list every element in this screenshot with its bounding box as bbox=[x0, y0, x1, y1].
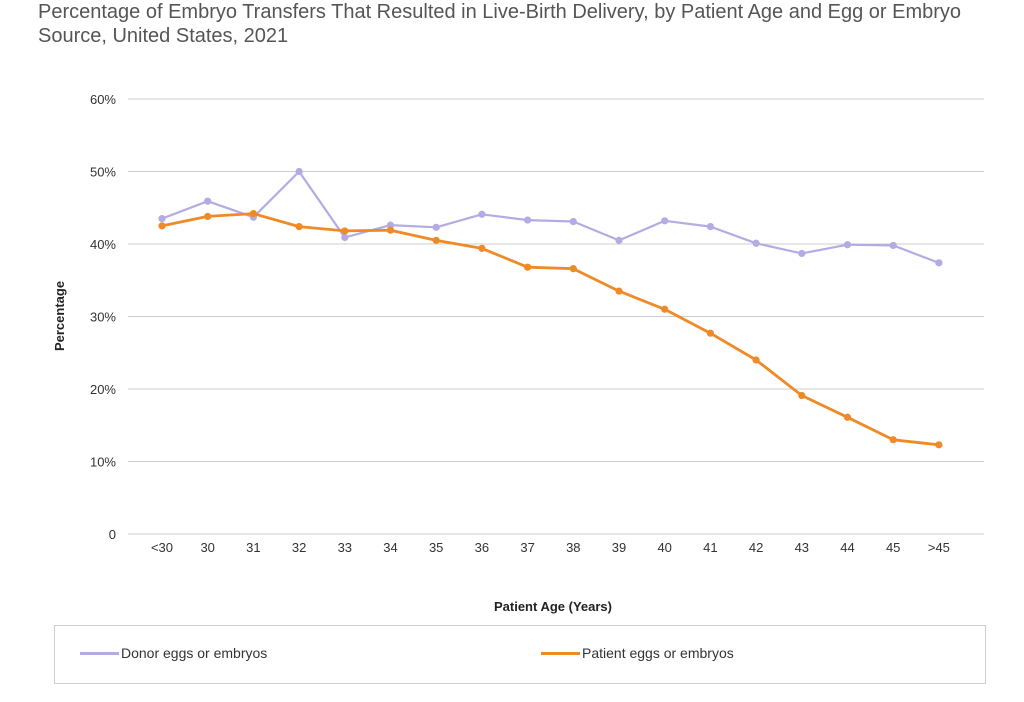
data-point-donor bbox=[889, 241, 897, 250]
x-tick-label: 31 bbox=[246, 540, 260, 555]
data-point-patient bbox=[204, 212, 212, 221]
data-point-patient bbox=[661, 305, 669, 313]
x-tick-label: 33 bbox=[338, 540, 352, 555]
legend-label-patient: Patient eggs or embryos bbox=[582, 645, 734, 661]
x-tick-label: 38 bbox=[566, 540, 580, 555]
data-point-patient bbox=[569, 265, 577, 273]
x-axis: <30 30 31 32 33 34 35 36 37 38 39 40 41 42 43 44 45 >45 bbox=[151, 540, 950, 555]
data-point-patient bbox=[158, 222, 166, 230]
legend-swatch-patient bbox=[541, 652, 580, 655]
x-tick-label: 41 bbox=[703, 540, 717, 555]
x-tick-label: 30 bbox=[200, 540, 214, 555]
x-tick-label: 40 bbox=[657, 540, 671, 555]
y-tick-label: 50% bbox=[90, 165, 116, 180]
y-tick-label: 30% bbox=[90, 310, 116, 325]
x-tick-label: 36 bbox=[475, 540, 489, 555]
series-line-patient bbox=[161, 212, 940, 447]
x-tick-label: 34 bbox=[383, 540, 397, 555]
legend-label-donor: Donor eggs or embryos bbox=[121, 645, 268, 661]
data-point-patient bbox=[935, 441, 943, 449]
data-point-donor bbox=[524, 216, 532, 224]
data-point-patient bbox=[295, 223, 303, 231]
x-tick-label: 44 bbox=[840, 540, 854, 555]
data-point-donor bbox=[752, 239, 760, 247]
y-tick-label: 40% bbox=[90, 237, 116, 252]
x-tick-label: <30 bbox=[151, 540, 173, 555]
data-point-donor bbox=[935, 259, 943, 267]
x-tick-label: >45 bbox=[928, 540, 950, 555]
y-tick-label: 10% bbox=[90, 455, 116, 470]
y-tick-label: 20% bbox=[90, 382, 116, 397]
chart-title: Percentage of Embryo Transfers That Resu… bbox=[38, 1, 962, 47]
data-point-patient bbox=[478, 244, 486, 252]
series-line-donor bbox=[161, 170, 940, 264]
data-point-donor bbox=[432, 223, 440, 231]
gridlines bbox=[128, 98, 984, 535]
data-point-donor bbox=[569, 217, 577, 226]
legend-swatch-donor bbox=[80, 652, 119, 655]
data-point-patient bbox=[615, 287, 623, 295]
data-point-patient bbox=[752, 356, 760, 364]
data-point-donor bbox=[204, 197, 212, 205]
data-point-patient bbox=[843, 413, 852, 421]
data-point-donor bbox=[158, 215, 166, 223]
data-point-donor bbox=[386, 221, 395, 229]
x-tick-label: 35 bbox=[429, 540, 443, 555]
x-tick-label: 45 bbox=[886, 540, 900, 555]
data-point-patient bbox=[432, 236, 440, 244]
data-point-donor bbox=[798, 249, 806, 258]
data-point-patient bbox=[341, 227, 349, 235]
series-group bbox=[158, 167, 943, 449]
x-tick-label: 32 bbox=[292, 540, 306, 555]
legend: Donor eggs or embryos Patient eggs or em… bbox=[54, 625, 986, 684]
data-point-donor bbox=[615, 236, 623, 244]
x-tick-label: 37 bbox=[520, 540, 534, 555]
data-point-donor bbox=[843, 241, 852, 249]
data-point-donor bbox=[295, 167, 303, 176]
data-point-patient bbox=[386, 226, 395, 234]
y-tick-label: 60% bbox=[90, 92, 116, 107]
x-axis-label: Patient Age (Years) bbox=[494, 599, 612, 614]
y-axis-label: Percentage bbox=[52, 281, 67, 351]
y-axis: 0 10% 20% 30% 40% 50% 60% bbox=[90, 92, 116, 542]
data-point-patient bbox=[706, 329, 715, 337]
data-point-patient bbox=[524, 263, 532, 271]
data-point-donor bbox=[478, 210, 486, 218]
data-point-patient bbox=[798, 391, 806, 400]
x-tick-label: 43 bbox=[795, 540, 809, 555]
x-tick-label: 42 bbox=[749, 540, 763, 555]
data-point-patient bbox=[249, 209, 257, 218]
data-point-donor bbox=[341, 233, 349, 242]
y-tick-label: 0 bbox=[109, 527, 116, 542]
data-point-donor bbox=[706, 223, 715, 231]
data-point-patient bbox=[889, 436, 897, 444]
x-tick-label: 39 bbox=[612, 540, 626, 555]
data-point-donor bbox=[661, 217, 669, 225]
